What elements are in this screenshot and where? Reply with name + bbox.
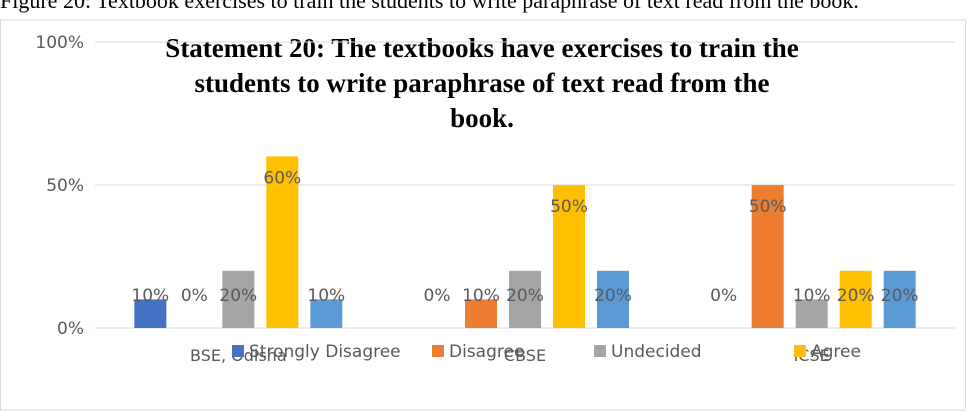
chart-title-line-1: Statement 20: The textbooks have exercis… (165, 33, 798, 63)
bar (509, 270, 541, 328)
data-label: 10% (793, 286, 831, 306)
bar (222, 270, 255, 328)
data-label: 0% (424, 286, 451, 306)
bar (310, 299, 343, 328)
legend-swatch (794, 345, 806, 357)
chart-title-line-2: students to write paraphrase of text rea… (195, 68, 770, 98)
data-label: 0% (181, 286, 208, 306)
data-label: 20% (219, 286, 257, 306)
legend-label: Strongly Disagree (249, 342, 401, 362)
bar (751, 185, 784, 328)
chart-frame (0, 19, 966, 411)
bar (883, 270, 916, 328)
y-tick-label: 50% (46, 176, 84, 196)
bar (553, 185, 585, 328)
chart-title-line-3: book. (450, 103, 514, 133)
y-axis-ticks: 0% 50% 100% (35, 33, 84, 339)
legend-item: Disagree (432, 342, 524, 362)
x-tick-label: CBSE (504, 346, 546, 365)
legend-label: Agree (811, 342, 861, 362)
x-axis-ticks: BSE, Odisha CBSE ICSE (190, 346, 830, 365)
legend-item: Strongly Disagree (232, 342, 401, 362)
legend: Strongly DisagreeDisagreeUndecidedAgreeS… (232, 342, 861, 362)
bar (465, 299, 497, 328)
bar (795, 299, 828, 328)
legend-swatch (594, 345, 606, 357)
bar (597, 270, 629, 328)
data-label: 50% (550, 197, 588, 217)
data-label: 20% (837, 286, 875, 306)
data-label: 60% (263, 168, 301, 188)
data-label: 20% (881, 286, 919, 306)
data-label: 50% (749, 197, 787, 217)
chart-title: Statement 20: The textbooks have exercis… (165, 33, 798, 133)
bar (266, 156, 299, 328)
data-label: 10% (131, 286, 169, 306)
legend-item: Undecided (594, 342, 702, 362)
data-label: 0% (710, 286, 737, 306)
legend-label: Disagree (449, 342, 524, 362)
bar (134, 299, 167, 328)
data-label: 20% (506, 286, 544, 306)
y-tick-label: 0% (57, 319, 84, 339)
y-tick-label: 100% (35, 33, 84, 53)
data-label: 10% (462, 286, 500, 306)
legend-label: Undecided (611, 342, 702, 362)
data-label: 20% (594, 286, 632, 306)
legend-swatch (232, 345, 244, 357)
legend-swatch (432, 345, 444, 357)
data-labels: 10% 0% 20% 60% 10% 0% 10% 20% 50% 20% 0% 50% 10% 20% 2… (131, 168, 918, 306)
bars (134, 156, 916, 328)
legend-item: Agree (794, 342, 861, 362)
figure-caption: Figure 20: Textbook exercises to train t… (0, 0, 859, 13)
data-label: 10% (307, 286, 345, 306)
bar (839, 270, 872, 328)
